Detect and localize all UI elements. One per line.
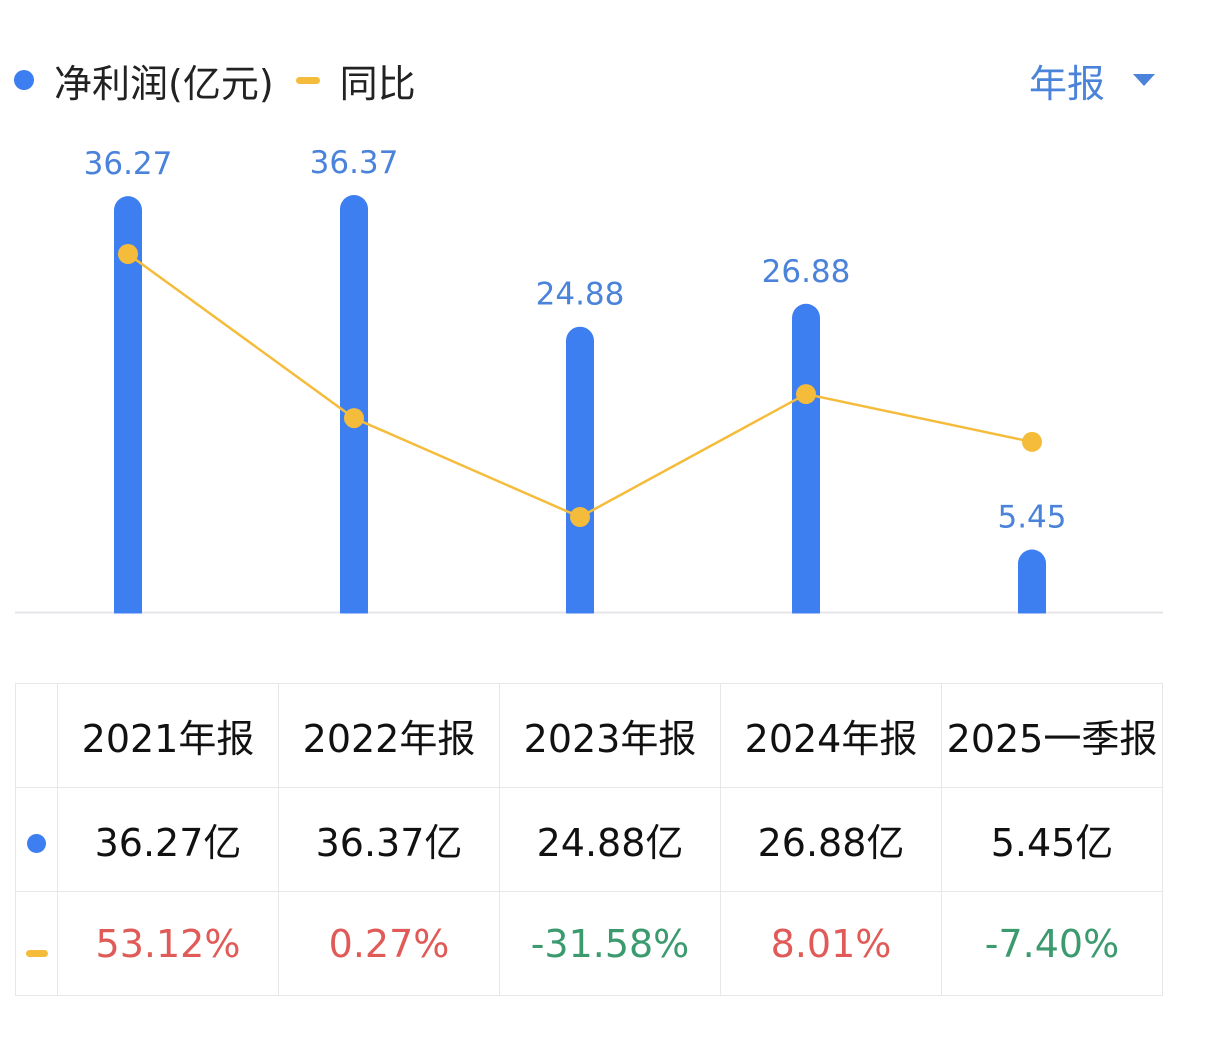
legend-item-yoy[interactable]: 同比	[274, 53, 416, 108]
bar-net-profit	[1018, 549, 1046, 626]
table-row-net-profit: 36.27亿 36.37亿 24.88亿 26.88亿 5.45亿	[15, 787, 1163, 892]
net-profit-cell: 36.37亿	[278, 787, 500, 892]
table-header-cell: 2023年报	[499, 683, 721, 788]
bar-net-profit	[114, 196, 142, 626]
table-header-cell: 2025一季报	[941, 683, 1163, 788]
baseline-mask	[0, 613, 1219, 640]
yoy-point	[118, 244, 138, 264]
period-dropdown-label: 年报	[1028, 61, 1105, 106]
yoy-cell: 53.12%	[57, 891, 279, 996]
bar-net-profit	[792, 303, 820, 626]
legend-yoy-label: 同比	[339, 61, 416, 106]
yoy-point	[796, 384, 816, 405]
net-profit-chart: 36.27 36.37 24.88 26.88 5.45	[0, 145, 1219, 640]
caret-down-icon	[1133, 74, 1155, 86]
bar-net-profit	[566, 326, 594, 626]
bar-value-label: 24.88	[536, 277, 625, 313]
yoy-point	[1022, 431, 1042, 452]
bar-value-label: 36.37	[310, 145, 399, 181]
yoy-cell: 8.01%	[720, 891, 942, 996]
net-profit-cell: 26.88亿	[720, 787, 942, 892]
table-header-cell: 2024年报	[720, 683, 942, 788]
table-row-yoy: 53.12% 0.27% -31.58% 8.01% -7.40%	[15, 891, 1163, 996]
yoy-line-icon	[295, 76, 320, 84]
data-table: 2021年报 2022年报 2023年报 2024年报 2025一季报 36.2…	[15, 683, 1163, 996]
yoy-cell: 0.27%	[278, 891, 500, 996]
legend-item-net-profit[interactable]: 净利润(亿元)	[14, 53, 274, 108]
bar-value-label: 26.88	[762, 254, 851, 290]
table-header-cell: 2022年报	[278, 683, 500, 788]
period-dropdown[interactable]: 年报	[1029, 52, 1155, 108]
net-profit-dot-icon	[14, 70, 34, 90]
table-header-row: 2021年报 2022年报 2023年报 2024年报 2025一季报	[15, 683, 1163, 788]
table-corner-cell	[15, 683, 58, 788]
yoy-point	[570, 507, 590, 527]
yoy-row-icon-cell	[15, 891, 58, 996]
bar-value-label: 36.27	[84, 146, 173, 182]
bar-value-label: 5.45	[997, 500, 1066, 536]
chart-legend: 净利润(亿元) 同比	[14, 52, 416, 108]
yoy-point	[344, 408, 364, 429]
yoy-cell: -31.58%	[499, 891, 721, 996]
net-profit-cell: 24.88亿	[499, 787, 721, 892]
net-profit-cell: 36.27亿	[57, 787, 279, 892]
table-header-cell: 2021年报	[57, 683, 279, 788]
net-profit-row-icon-cell	[15, 787, 58, 892]
net-profit-cell: 5.45亿	[941, 787, 1163, 892]
yoy-cell: -7.40%	[941, 891, 1163, 996]
legend-net-profit-label: 净利润(亿元)	[54, 61, 274, 106]
net-profit-dot-icon	[27, 833, 46, 853]
yoy-line-icon	[25, 949, 48, 957]
